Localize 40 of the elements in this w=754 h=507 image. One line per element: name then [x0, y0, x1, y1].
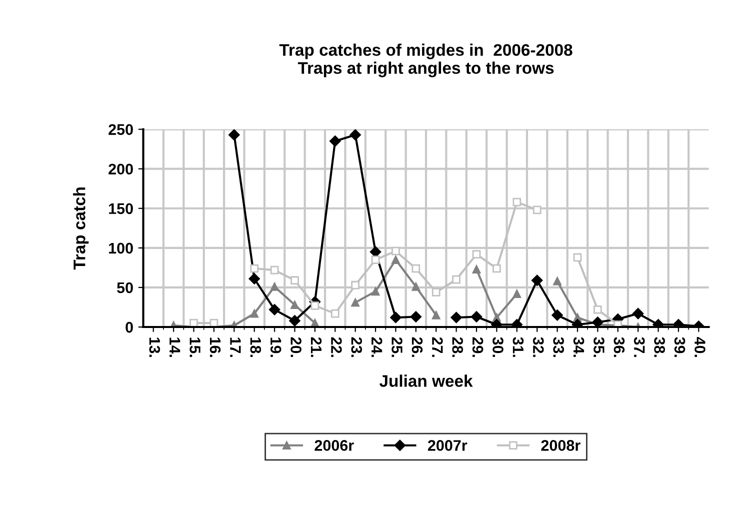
x-tick-label: 14. — [170, 338, 180, 357]
x-tick-label: 39. — [674, 337, 686, 357]
x-tick-label: 23. — [351, 337, 362, 357]
x-tick-label: 19. — [270, 338, 282, 357]
x-tick-label: 37. — [634, 337, 645, 357]
y-tick-label: 150 — [109, 203, 133, 214]
x-tick-label: 31. — [512, 337, 524, 357]
x-tick-label: 26. — [412, 337, 423, 357]
x-tick-label: 20. — [290, 337, 302, 357]
x-tick-label: 17. — [230, 338, 241, 357]
y-tick-label: 50 — [117, 282, 133, 294]
chart-title: Trap catches of migdes in 2006-2008 Traps at right angles to the rows — [279, 44, 572, 78]
x-tick-label: 22. — [331, 337, 342, 357]
y-tick-label: 250 — [108, 124, 133, 135]
x-tick-label: 33. — [553, 337, 564, 357]
x-tick-label: 13. — [149, 338, 160, 357]
x-tick-label: 34. — [573, 337, 584, 357]
x-tick-label: 40. — [694, 336, 706, 357]
x-tick-label: 15. — [190, 338, 200, 357]
x-tick-label: 24. — [372, 337, 382, 357]
x-tick-label: 16. — [210, 338, 221, 357]
legend-label: 2007r — [428, 440, 468, 451]
x-tick-label: 35. — [594, 337, 604, 357]
x-tick-label: 36. — [614, 337, 625, 357]
legend-label: 2006r — [314, 440, 354, 451]
x-tick-label: 27. — [432, 337, 443, 357]
x-tick-label: 25. — [392, 337, 402, 357]
x-tick-label: 32. — [532, 337, 544, 357]
x-tick-label: 29. — [472, 337, 484, 357]
x-axis-title: Julian week — [379, 374, 473, 387]
y-axis-title: Trap catch — [73, 187, 89, 270]
x-tick-label: 18. — [250, 338, 262, 357]
x-tick-label: 21. — [310, 337, 322, 357]
y-tick-label: 0 — [126, 322, 133, 333]
x-tick-label: 30. — [492, 337, 504, 357]
legend-label: 2008r — [541, 440, 580, 451]
y-tick-label: 100 — [109, 242, 133, 254]
x-tick-label: 28. — [452, 337, 464, 357]
x-tick-label: 38. — [654, 337, 665, 357]
y-tick-label: 200 — [108, 164, 133, 175]
